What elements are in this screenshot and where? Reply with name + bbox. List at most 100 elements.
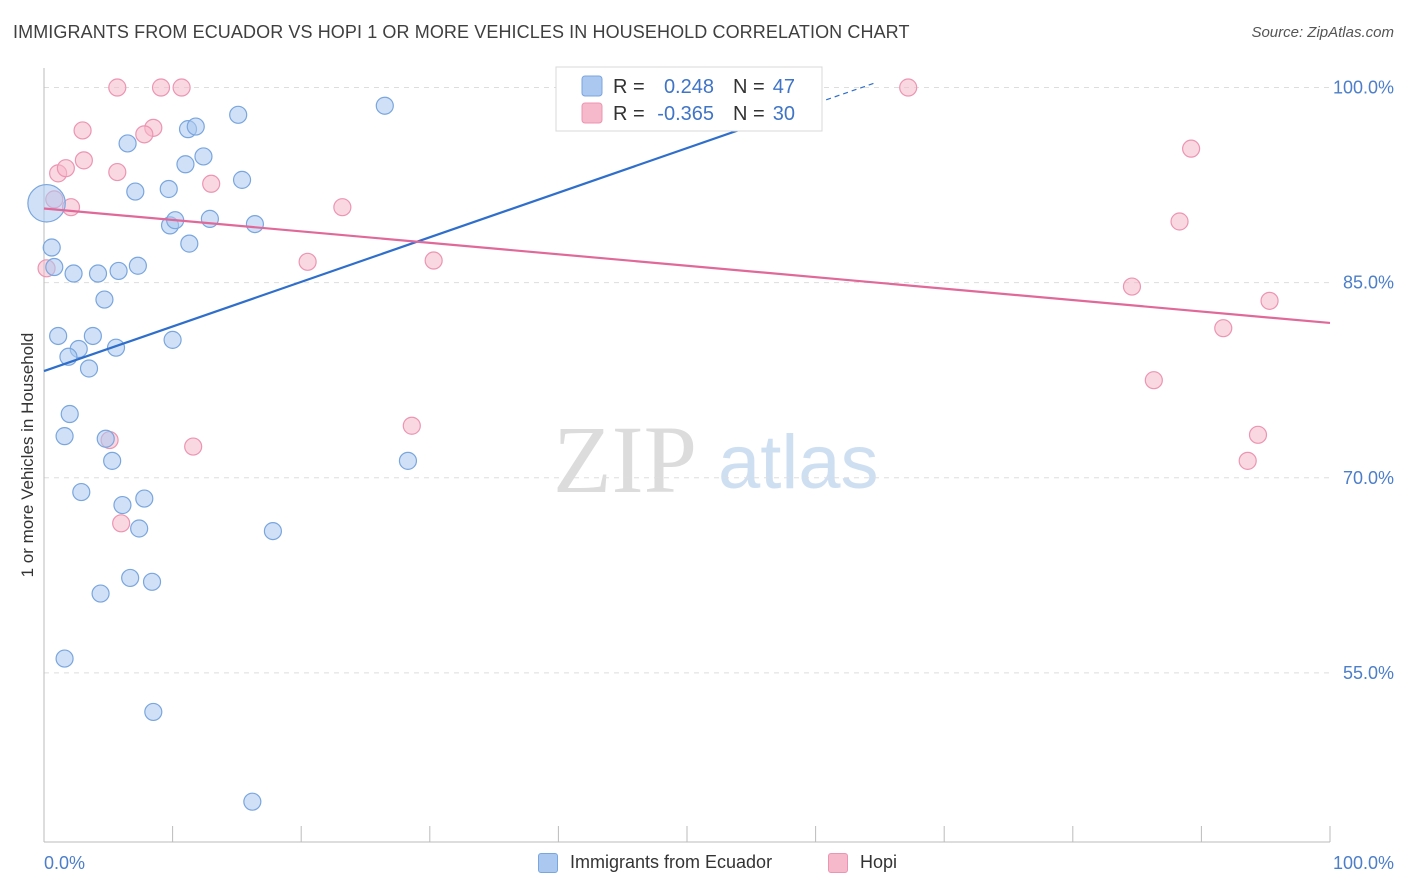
ecuador-point-6 xyxy=(128,256,147,275)
series-legend: Immigrants from Ecuador Hopi xyxy=(0,852,1406,878)
legend-n-value-hopi: 30 xyxy=(773,103,795,125)
ecuador-point-46 xyxy=(126,182,145,201)
ecuador-point-28 xyxy=(144,702,163,722)
hopi-point-16 xyxy=(424,251,443,270)
hopi-point-25 xyxy=(1238,451,1257,470)
ecuador-point-9 xyxy=(83,326,102,346)
y-tick-label-3: 100.0% xyxy=(1333,78,1394,98)
hopi-point-9 xyxy=(172,78,191,97)
watermark-zip: ZIP xyxy=(553,406,697,513)
ecuador-point-4 xyxy=(88,264,108,283)
series-legend-hopi: Hopi xyxy=(828,852,897,873)
hopi-point-18 xyxy=(1182,139,1201,158)
series-legend-ecuador: Immigrants from Ecuador xyxy=(538,852,772,873)
legend-n-value-ecuador: 47 xyxy=(773,76,795,98)
ecuador-point-37 xyxy=(232,170,252,189)
ecuador-point-13 xyxy=(79,359,99,378)
legend-r-value-ecuador: 0.248 xyxy=(664,76,714,98)
ecuador-point-17 xyxy=(96,429,115,448)
hopi-point-21 xyxy=(1260,291,1279,310)
hopi-point-15 xyxy=(298,252,317,271)
hopi-point-27 xyxy=(184,437,203,456)
ecuador-point-22 xyxy=(130,519,149,538)
hopi-point-20 xyxy=(1122,277,1142,296)
ecuador-point-21 xyxy=(135,489,154,508)
ecuador-point-20 xyxy=(113,495,132,515)
correlation-legend: R = 0.248 N = 47 R = -0.365 N = 30 xyxy=(555,66,823,132)
ecuador-point-10 xyxy=(106,338,126,357)
ecuador-point-26 xyxy=(91,584,110,603)
hopi-point-22 xyxy=(1214,319,1233,338)
hopi-point-17 xyxy=(899,78,918,97)
hopi-point-13 xyxy=(202,174,221,193)
ecuador-point-39 xyxy=(194,147,213,166)
y-tick-label-2: 85.0% xyxy=(1343,273,1394,293)
ecuador-point-40 xyxy=(118,134,137,153)
ecuador-point-14 xyxy=(163,330,182,349)
ecuador-trend-line xyxy=(43,104,810,373)
hopi-point-12 xyxy=(108,162,127,182)
ecuador-point-3 xyxy=(64,264,83,283)
x-tick-labels: 0.0% 100.0% xyxy=(44,853,1394,873)
legend-r-label-hopi: R = xyxy=(613,103,645,125)
ecuador-point-18 xyxy=(103,451,122,470)
ecuador-point-0 xyxy=(27,183,66,223)
series-swatch-ecuador xyxy=(538,852,558,873)
hopi-point-14 xyxy=(333,198,352,217)
ecuador-point-15 xyxy=(60,404,79,424)
hopi-point-11 xyxy=(135,125,154,144)
ecuador-point-25 xyxy=(142,572,162,591)
ecuador-point-43 xyxy=(229,105,248,124)
ecuador-point-31 xyxy=(159,179,178,199)
legend-n-label-hopi: N = xyxy=(733,103,765,125)
ecuador-point-7 xyxy=(95,290,114,309)
ecuador-point-24 xyxy=(121,568,140,588)
ecuador-point-29 xyxy=(243,792,262,811)
hopi-point-5 xyxy=(74,151,93,170)
x-ticks xyxy=(43,826,1331,842)
ecuador-point-38 xyxy=(176,155,195,174)
ecuador-point-27 xyxy=(55,649,74,668)
ecuador-point-5 xyxy=(109,261,128,281)
ecuador-point-23 xyxy=(263,521,283,541)
x-tick-label-min: 0.0% xyxy=(44,853,85,873)
series-swatch-hopi xyxy=(828,852,848,873)
hopi-point-24 xyxy=(1248,425,1268,444)
ecuador-point-8 xyxy=(49,326,68,346)
hopi-point-28 xyxy=(402,416,421,435)
y-tick-labels: 55.0% 70.0% 85.0% 100.0% xyxy=(1333,78,1394,683)
hopi-point-4 xyxy=(56,159,75,178)
ecuador-point-16 xyxy=(55,427,74,446)
hopi-point-29 xyxy=(112,514,131,533)
hopi-point-19 xyxy=(1170,212,1189,231)
ecuador-point-2 xyxy=(45,257,64,277)
hopi-point-6 xyxy=(73,121,92,140)
source-label: Source: ZipAtlas.com xyxy=(1251,24,1394,41)
ecuador-point-44 xyxy=(375,96,394,115)
legend-r-label-ecuador: R = xyxy=(613,76,645,98)
watermark-atlas: atlas xyxy=(718,420,879,505)
ecuador-point-19 xyxy=(72,482,91,502)
ecuador-point-36 xyxy=(245,215,265,234)
ecuador-point-30 xyxy=(398,451,418,470)
hopi-point-8 xyxy=(151,78,171,97)
legend-swatch-hopi xyxy=(581,102,603,124)
y-tick-label-0: 55.0% xyxy=(1343,663,1394,683)
legend-r-value-hopi: -0.365 xyxy=(657,103,714,125)
ecuador-point-34 xyxy=(180,234,199,253)
hopi-point-7 xyxy=(108,78,127,97)
hopi-trend-line xyxy=(43,207,1331,325)
x-tick-label-max: 100.0% xyxy=(1333,853,1394,873)
legend-swatch-ecuador xyxy=(581,75,603,97)
ecuador-point-1 xyxy=(42,238,61,257)
chart-title: IMMIGRANTS FROM ECUADOR VS HOPI 1 OR MOR… xyxy=(13,22,910,42)
hopi-point-23 xyxy=(1144,371,1163,390)
series-label-ecuador: Immigrants from Ecuador xyxy=(570,852,773,872)
series-label-hopi: Hopi xyxy=(860,852,898,872)
legend-n-label-ecuador: N = xyxy=(733,76,765,98)
ecuador-points xyxy=(27,78,819,811)
watermark: ZIP atlas xyxy=(553,406,879,513)
y-tick-label-1: 70.0% xyxy=(1343,468,1394,488)
ecuador-point-42 xyxy=(186,117,205,136)
